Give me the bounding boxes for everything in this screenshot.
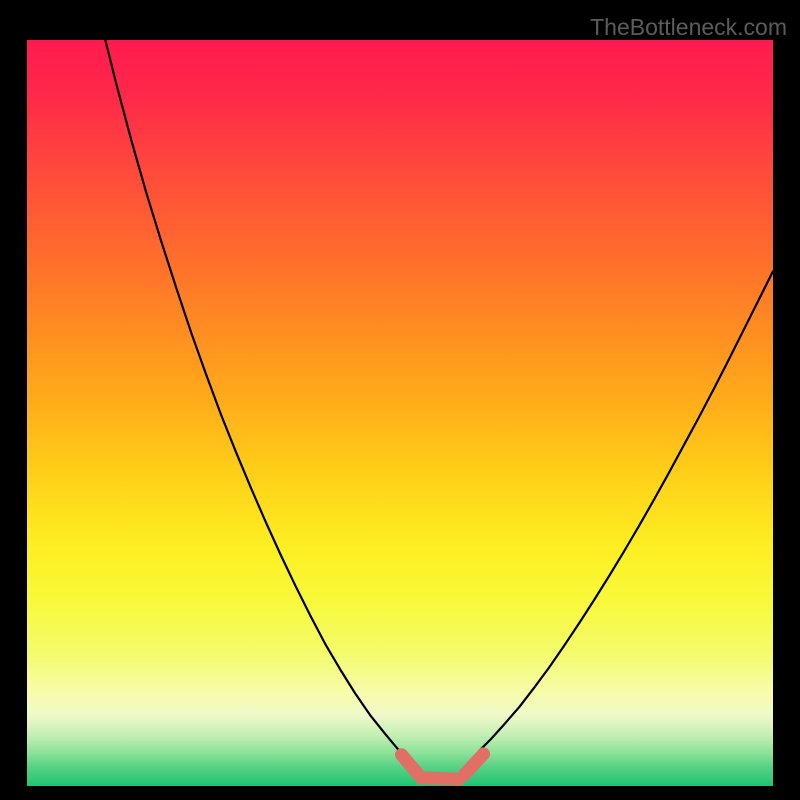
plot-area bbox=[27, 40, 773, 786]
highlight-segment-1 bbox=[421, 778, 459, 780]
chart-container: TheBottleneck.com bbox=[0, 0, 800, 800]
gradient-background bbox=[27, 40, 773, 786]
watermark-text: TheBottleneck.com bbox=[590, 14, 787, 41]
plot-svg bbox=[27, 40, 773, 786]
